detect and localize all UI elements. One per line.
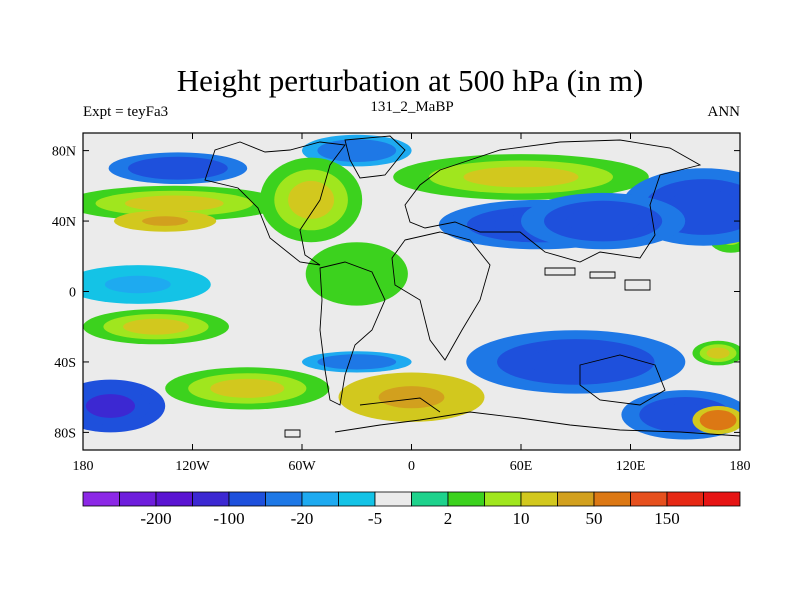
colorbar-box	[338, 491, 376, 507]
field-contour-band	[123, 318, 189, 335]
field-blob	[338, 372, 485, 422]
x-tick-label: 180	[73, 459, 94, 474]
center-label: 131_2_MaBP	[370, 99, 453, 115]
colorbar-label: -20	[291, 509, 314, 528]
colorbar-box	[228, 491, 266, 507]
field-blob	[302, 134, 412, 167]
field-contour-band	[332, 143, 382, 158]
colorbar: -200 -100 -20 -5 2 10 50 150	[82, 491, 741, 528]
colorbar-box	[630, 491, 668, 507]
field-contour-band	[104, 275, 171, 294]
greenland-outline	[344, 135, 406, 179]
x-tick-label: 180	[730, 459, 751, 474]
colorbar-box	[593, 491, 631, 507]
colorbar-box	[484, 491, 522, 507]
colorbar-label: 150	[654, 509, 680, 528]
colorbar-box	[520, 491, 558, 507]
field-blob	[692, 340, 740, 366]
colorbar-box	[703, 491, 741, 507]
south-america-outline	[319, 261, 386, 406]
colorbar-label: -5	[368, 509, 382, 528]
field-blob	[302, 351, 412, 373]
field-blob	[108, 152, 248, 184]
chart-title: Height perturbation at 500 hPa (in m)	[177, 63, 644, 98]
field-blob	[692, 406, 740, 435]
colorbar-box	[666, 491, 704, 507]
height-field-contours	[83, 134, 740, 440]
colorbar-box	[119, 491, 157, 507]
field-contour-band	[706, 413, 730, 427]
field-blob	[466, 330, 686, 394]
colorbar-boxes	[82, 491, 741, 507]
continent-outlines	[204, 135, 740, 438]
field-contour-band	[142, 216, 189, 226]
field-blob	[83, 379, 166, 433]
x-tick-label: 120E	[616, 459, 646, 474]
field-blob	[83, 265, 211, 304]
field-blob	[305, 242, 408, 306]
x-tick-label: 0	[408, 459, 415, 474]
colorbar-box	[374, 491, 412, 507]
y-tick-label: 40S	[54, 356, 76, 371]
y-tick-label: 40N	[52, 215, 76, 230]
africa-outline	[391, 231, 491, 361]
colorbar-box	[192, 491, 230, 507]
field-contour-band	[333, 259, 380, 289]
australia-outline	[579, 354, 666, 406]
map-plot-area: 180 120W 60W 0 60E 120E 180 80N 40N 0 40S 80S	[52, 132, 751, 474]
colorbar-box	[265, 491, 303, 507]
colorbar-label: -200	[140, 509, 171, 528]
field-contour-band	[332, 357, 382, 367]
field-contour-band	[210, 378, 285, 398]
field-blob	[83, 309, 229, 345]
colorbar-box	[82, 491, 120, 507]
colorbar-label: -100	[213, 509, 244, 528]
axis-ticks: 180 120W 60W 0 60E 120E 180 80N 40N 0 40S 80S	[52, 133, 751, 474]
colorbar-box	[557, 491, 595, 507]
colorbar-box	[411, 491, 449, 507]
field-contour-band	[666, 189, 740, 225]
x-tick-label: 120W	[175, 459, 210, 474]
field-contour-band	[706, 347, 730, 359]
field-blob	[521, 192, 686, 250]
colorbar-labels: -200 -100 -20 -5 2 10 50 150	[140, 509, 679, 528]
colorbar-label: 10	[513, 509, 530, 528]
field-contour-band	[85, 394, 135, 418]
y-tick-label: 80S	[54, 426, 76, 441]
field-contour-band	[526, 347, 626, 377]
y-tick-label: 80N	[52, 145, 76, 160]
field-contour-band	[566, 208, 641, 234]
eurasia-outline	[404, 139, 702, 263]
field-blob	[165, 367, 330, 410]
field-contour-band	[125, 195, 224, 212]
season-label: ANN	[708, 104, 741, 120]
colorbar-label: 2	[444, 509, 453, 528]
colorbar-label: 50	[586, 509, 603, 528]
field-blob	[260, 157, 363, 243]
maritime-continent-outline	[544, 267, 651, 291]
field-blob	[83, 185, 284, 221]
field-contour-band	[463, 166, 579, 188]
field-contour-band	[146, 161, 210, 176]
colorbar-box	[301, 491, 339, 507]
field-blob	[114, 210, 217, 232]
colorbar-box	[155, 491, 193, 507]
x-tick-label: 60W	[288, 459, 316, 474]
field-blob	[393, 154, 649, 200]
x-tick-label: 60E	[510, 459, 533, 474]
antarctica-outline	[284, 397, 740, 438]
field-contour-band	[378, 386, 445, 409]
colorbar-box	[447, 491, 485, 507]
north-america-outline	[204, 141, 346, 266]
y-tick-label: 0	[69, 286, 76, 301]
experiment-label: Expt = teyFa3	[83, 104, 168, 120]
